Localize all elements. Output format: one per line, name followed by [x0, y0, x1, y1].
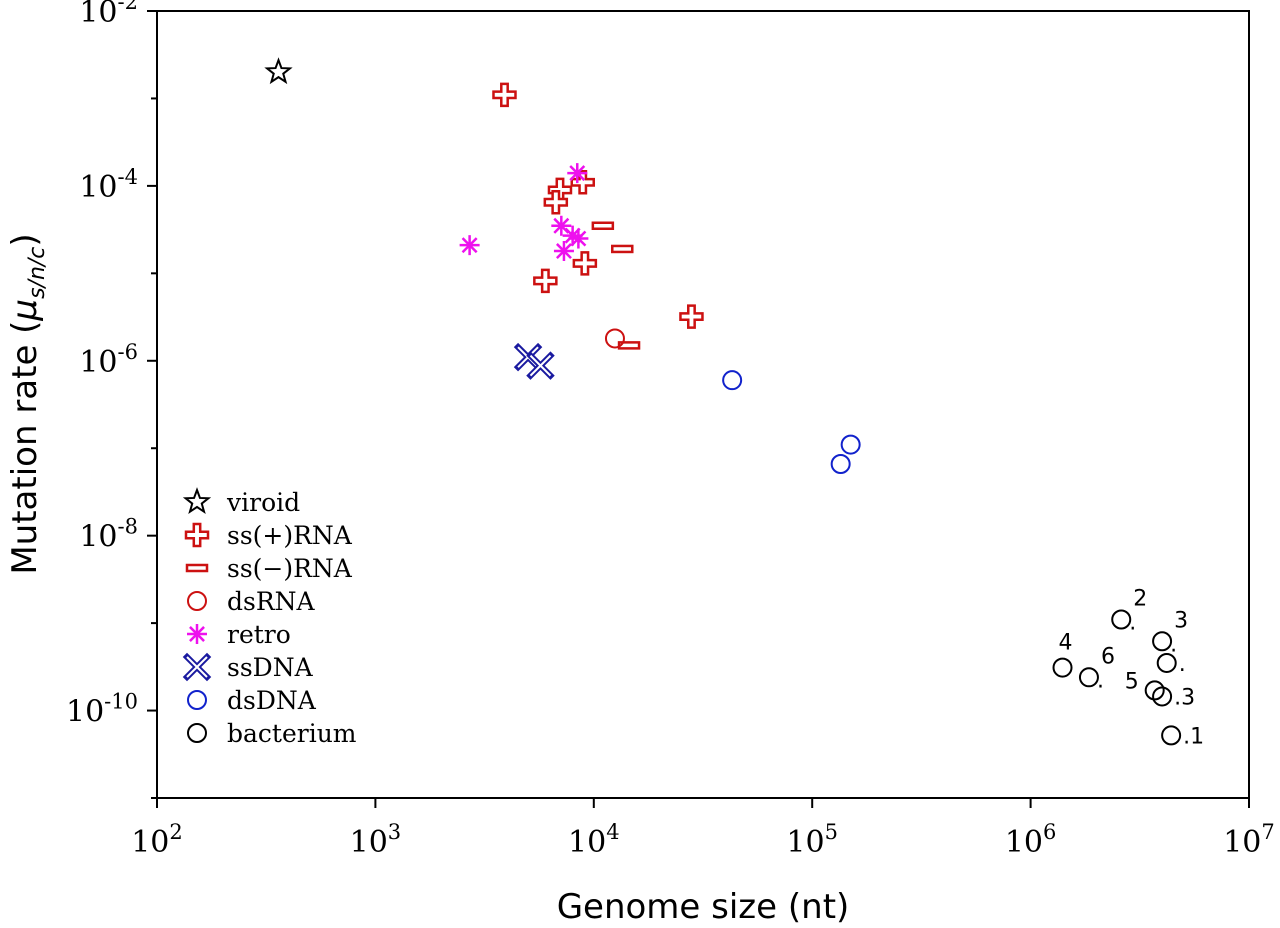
legend-marker: [185, 563, 209, 573]
legend-marker: [187, 690, 207, 710]
point-annotation: 4: [1059, 631, 1073, 656]
y-axis-title-close: ): [5, 233, 45, 246]
y-axis-ticks: 10-2 10-4 10-6 10-8 10-10: [66, 0, 157, 799]
point-annotation: 3: [1174, 608, 1188, 633]
data-points: [264, 57, 1182, 746]
data-point-bacterium: [1152, 686, 1173, 707]
legend-marker: [184, 522, 210, 548]
data-point-dsdna: [830, 454, 851, 475]
legend-label: retro: [227, 620, 291, 649]
data-point-ss-rna: [679, 304, 704, 329]
legend-label: ss(+)RNA: [227, 521, 353, 550]
x-tick-label: 102: [131, 820, 183, 860]
data-point-bacterium: [1144, 680, 1165, 701]
point-annotation: .: [1129, 610, 1136, 635]
y-axis-title: Mutation rate (μs/n/c): [5, 233, 50, 574]
data-point-retro: [567, 163, 588, 184]
y-tick-label: 10-10: [66, 690, 138, 730]
data-point-bacterium: [1161, 725, 1182, 746]
data-point-ss-rna: [543, 189, 569, 215]
data-point-ss-rna: [611, 244, 634, 254]
data-point-bacterium: [1052, 657, 1073, 678]
legend-marker: [187, 624, 207, 644]
legend-label: bacterium: [227, 719, 357, 748]
y-tick-label: 10-4: [79, 165, 138, 205]
legend-label: dsDNA: [227, 686, 317, 715]
point-annotation: 2: [1133, 586, 1147, 611]
x-tick-label: 104: [568, 820, 620, 860]
x-tick-label: 107: [1223, 820, 1275, 860]
legend-marker: [182, 487, 212, 515]
data-point-bacterium: [1078, 667, 1099, 688]
legend-marker: [187, 723, 207, 743]
point-annotations: 2 3 4 65 .3 .1....: [1059, 586, 1205, 749]
legend: viroid ss(+)RNA ss(−)RNA dsRNA retro ssDNA dsD…: [182, 487, 357, 748]
data-point-retro: [551, 215, 572, 236]
legend-item: viroid: [182, 487, 300, 517]
data-point-dsdna: [840, 434, 861, 455]
legend-item: retro: [187, 620, 291, 649]
y-axis-title-mu: μ: [5, 299, 45, 322]
data-point-dsdna: [722, 370, 743, 391]
y-tick-label: 10-2: [79, 0, 138, 30]
data-point-ss-rna: [572, 251, 598, 276]
x-axis-ticks: 102 103 104 105 106 107: [131, 798, 1275, 860]
legend-item: dsRNA: [187, 587, 316, 616]
y-axis-title-sub: s/n/c: [25, 247, 50, 299]
legend-item: dsDNA: [187, 686, 317, 715]
point-annotation: .: [1170, 632, 1177, 657]
data-point-retro: [553, 241, 574, 262]
data-point-bacterium: [1152, 631, 1173, 652]
point-annotation: .1: [1183, 724, 1204, 749]
x-tick-label: 103: [350, 820, 402, 860]
data-point-retro: [459, 235, 480, 256]
data-point-ssdna: [526, 351, 555, 380]
legend-label: ssDNA: [227, 653, 314, 682]
data-point-ss-rna: [533, 268, 558, 294]
legend-label: viroid: [226, 488, 300, 517]
point-annotation: .: [1097, 668, 1104, 693]
plot-frame: [156, 10, 1250, 799]
point-annotation: .: [1179, 652, 1186, 677]
data-point-viroid: [264, 57, 293, 85]
y-tick-label: 10-6: [79, 340, 138, 380]
data-point-ss-rna: [591, 221, 615, 231]
point-annotation: .3: [1174, 685, 1195, 710]
y-tick-label: 10-8: [79, 515, 138, 555]
legend-marker: [187, 591, 207, 611]
legend-item: ss(+)RNA: [184, 521, 353, 550]
legend-item: ssDNA: [182, 652, 314, 682]
x-axis-title: Genome size (nt): [557, 887, 850, 927]
legend-label: ss(−)RNA: [227, 554, 353, 583]
x-tick-label: 106: [1005, 820, 1057, 860]
data-point-ss-rna: [492, 82, 517, 108]
point-annotation: 5: [1125, 669, 1139, 694]
legend-marker: [182, 652, 212, 682]
x-tick-label: 105: [786, 820, 838, 860]
legend-item: bacterium: [187, 719, 357, 748]
data-point-retro: [568, 228, 589, 249]
data-point-bacterium: [1111, 609, 1132, 630]
data-point-bacterium: [1156, 652, 1177, 673]
data-point-dsrna: [604, 328, 625, 349]
point-annotation: 6: [1101, 644, 1115, 669]
y-axis-title-main: Mutation rate (: [5, 321, 45, 575]
legend-label: dsRNA: [227, 587, 316, 616]
legend-item: ss(−)RNA: [185, 554, 353, 583]
